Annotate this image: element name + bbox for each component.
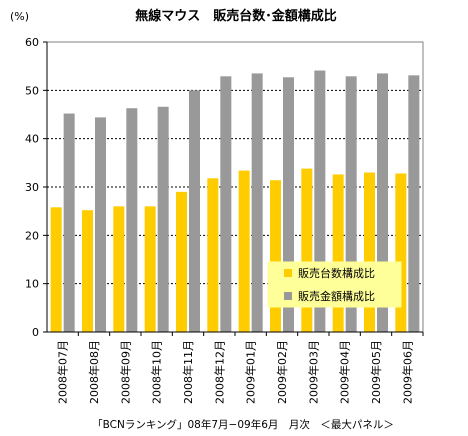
- bar-units: [238, 170, 250, 332]
- bar-value: [314, 70, 326, 333]
- x-tick-label: 2009年03月: [306, 340, 320, 404]
- bar-units: [82, 210, 93, 332]
- bars: [50, 70, 420, 333]
- y-tick-label: 60: [25, 36, 39, 49]
- y-tick-label: 10: [25, 278, 39, 291]
- bar-value: [220, 76, 232, 332]
- legend-label-value: 販売金額構成比: [298, 289, 375, 303]
- bar-value: [189, 90, 200, 332]
- x-tick-label: 2009年04月: [338, 340, 352, 404]
- bar-value: [251, 73, 263, 333]
- y-tick-label: 30: [25, 181, 39, 194]
- legend-swatch-value: [284, 292, 292, 300]
- bar-units: [176, 191, 187, 332]
- legend-swatch-units: [284, 269, 292, 277]
- x-tick-label: 2008年12月: [212, 340, 226, 404]
- bar-units: [207, 178, 219, 332]
- x-tick-label: 2008年10月: [150, 340, 164, 404]
- bar-units: [113, 206, 125, 332]
- legend: 販売台数構成比 販売金額構成比: [267, 261, 402, 308]
- bar-units: [395, 173, 407, 332]
- footer-source: 「BCNランキング」08年7月−09年6月 月次 ＜最大パネル＞: [92, 418, 394, 431]
- bar-units: [50, 207, 62, 332]
- bar-value: [283, 77, 294, 333]
- bar-value: [377, 73, 388, 333]
- y-axis-label: (%): [10, 10, 29, 23]
- x-tick-label: 2009年06月: [400, 340, 414, 404]
- y-tick-label: 0: [32, 326, 39, 339]
- bar-units: [364, 172, 375, 332]
- bar-value: [157, 106, 169, 333]
- x-tick-label: 2008年08月: [87, 340, 101, 404]
- x-tick-label: 2008年11月: [181, 340, 195, 404]
- x-tick-label: 2008年09月: [118, 340, 132, 404]
- x-tick-label: 2009年05月: [369, 340, 383, 404]
- x-tick-label: 2008年07月: [56, 340, 70, 404]
- bar-units: [270, 180, 281, 332]
- bar-units: [301, 168, 313, 332]
- y-tick-labels: 0 10 20 30 40 50 60: [25, 36, 47, 339]
- y-tick-label: 50: [25, 84, 39, 97]
- bar-value: [63, 113, 75, 333]
- bar-units: [332, 174, 344, 332]
- y-tick-label: 40: [25, 133, 39, 146]
- bar-value: [345, 76, 357, 332]
- bar-value: [126, 108, 138, 332]
- bar-value: [408, 75, 420, 332]
- bar-value: [95, 117, 106, 333]
- y-tick-label: 20: [25, 229, 39, 242]
- x-tick-label: 2009年02月: [275, 340, 289, 404]
- legend-label-units: 販売台数構成比: [298, 266, 375, 280]
- chart-title: 無線マウス 販売台数･金額構成比: [135, 8, 337, 24]
- x-tick-label: 2009年01月: [244, 340, 258, 404]
- bar-units: [144, 206, 156, 332]
- x-tick-labels: 2008年07月 2008年08月 2008年09月 2008年10月 2008年11月…: [56, 332, 424, 404]
